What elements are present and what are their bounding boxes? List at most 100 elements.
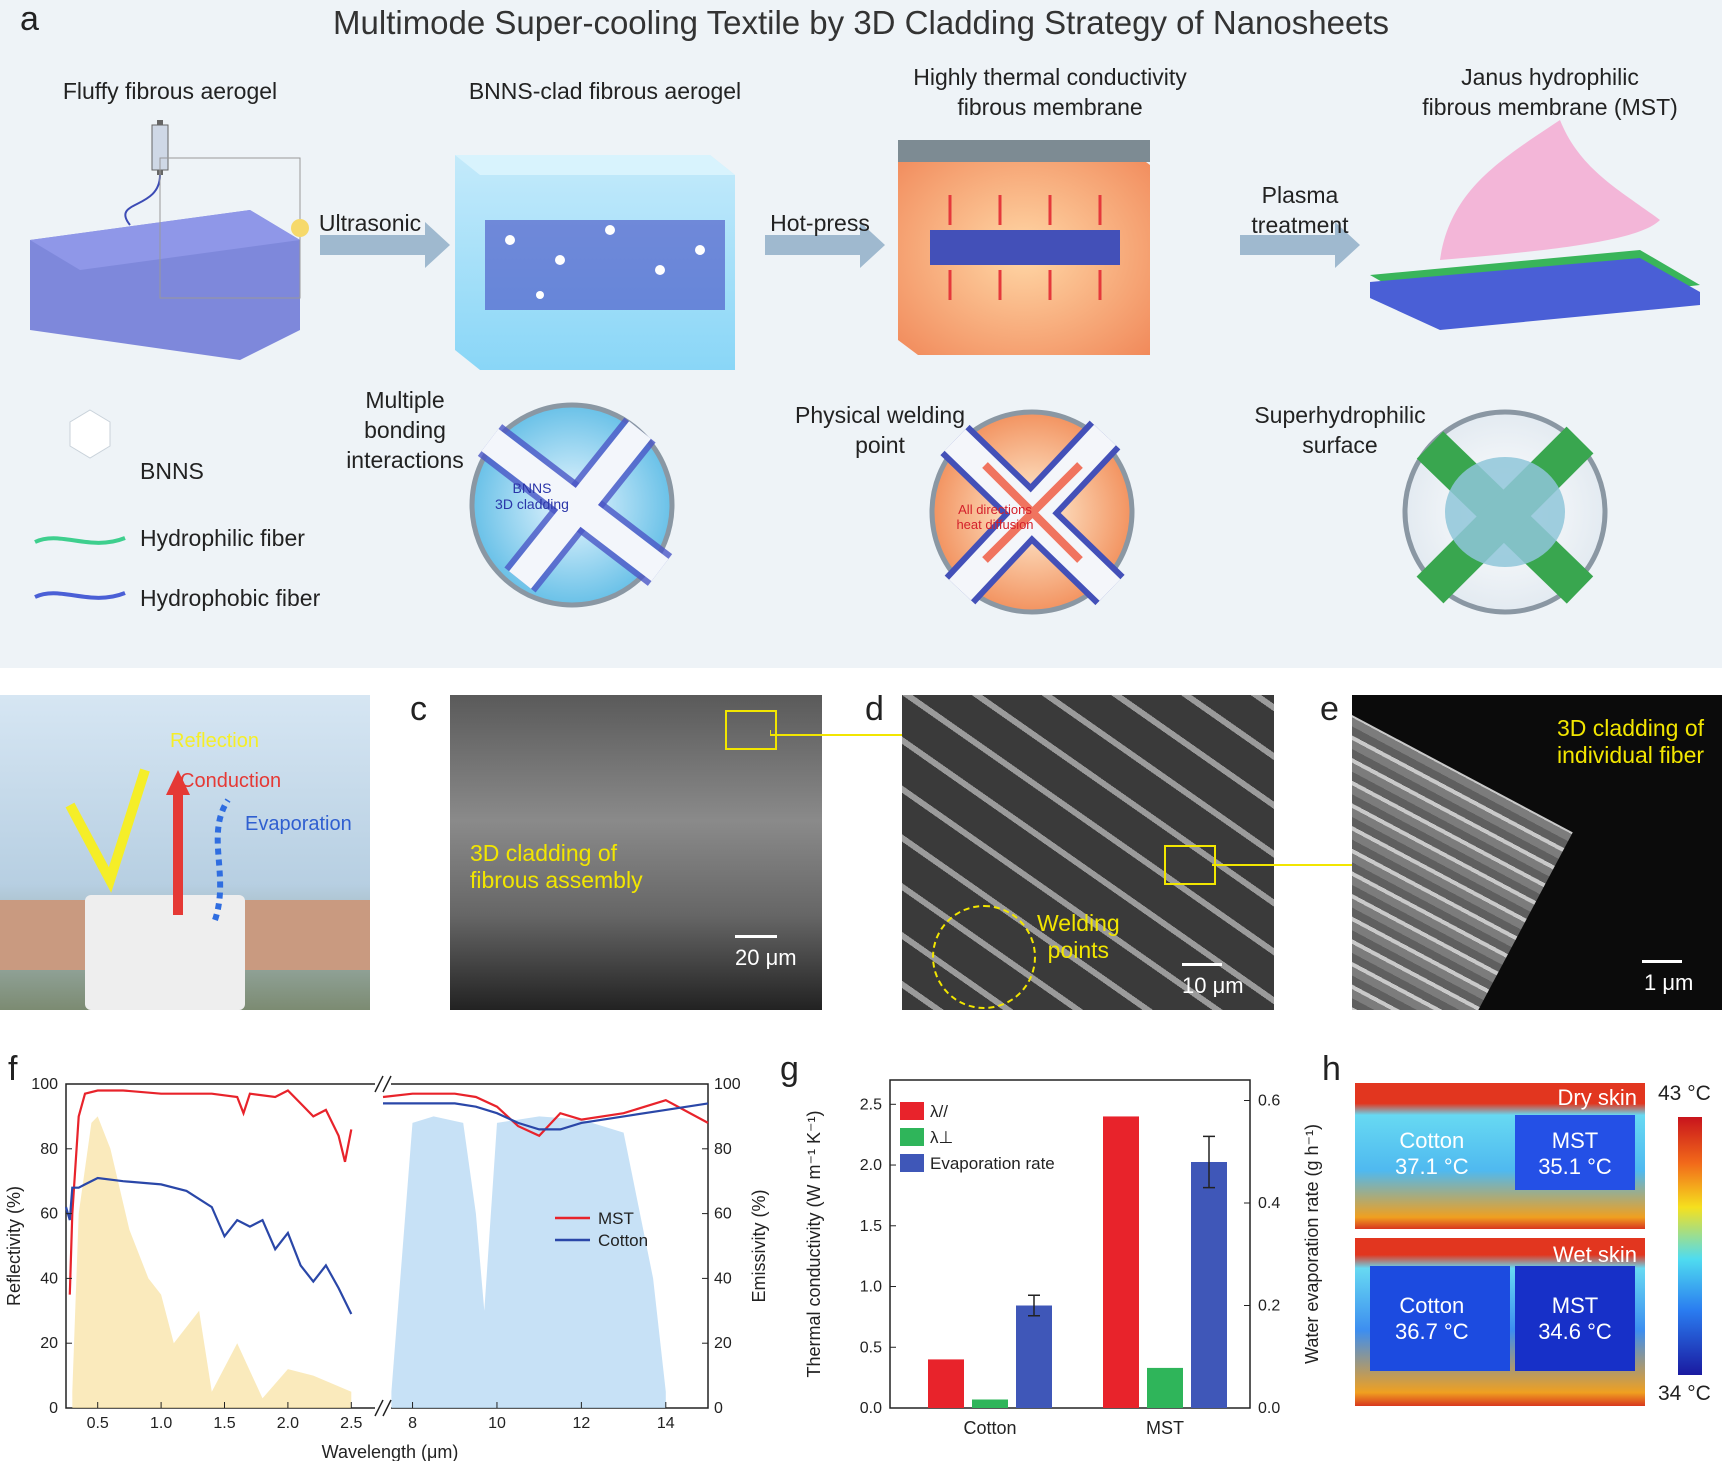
wet-title: Wet skin: [1553, 1242, 1637, 1267]
arrow-plasma-label: Plasma treatment: [1251, 182, 1349, 238]
bar-cotton-1: [972, 1399, 1008, 1408]
zoom-circle-bnns: [469, 402, 675, 608]
plot-frame: [889, 1079, 1251, 1409]
x-tick-label: 1.5: [213, 1415, 235, 1432]
arrow-ultrasonic-label: Ultrasonic: [318, 210, 422, 236]
hydrophilic-fiber-icon: [34, 536, 126, 545]
y2-tick-label: 100: [714, 1076, 741, 1093]
zoom-caption-bonding: Multiple bonding interactions: [346, 387, 464, 473]
welding-circle: [932, 905, 1036, 1009]
panel-d-scale: 10 μm: [1182, 973, 1244, 998]
y-tick-label: 2.0: [860, 1157, 882, 1174]
panel-g-label: g: [780, 1050, 799, 1088]
step-2-title: BNNS-clad fibrous aerogel: [468, 78, 742, 104]
hexagon-icon: [69, 409, 111, 459]
conduction-label: Conduction: [180, 770, 282, 792]
scale-min: 34 °C: [1658, 1382, 1711, 1405]
zoom-caption-welding: Physical welding point: [794, 402, 966, 458]
bar-mst-0: [1103, 1116, 1139, 1408]
x-tick-label: 0.5: [87, 1415, 109, 1432]
thermal-dry: Dry skin Cotton 37.1 °C MST 35.1 °C: [1355, 1083, 1645, 1229]
f-legend-mst: MST: [598, 1209, 634, 1228]
color-scale-bar: [1678, 1117, 1702, 1375]
y2-tick-label: 60: [714, 1206, 732, 1223]
panel-d-caption: Welding points: [1037, 910, 1120, 963]
panel-d-sem: Welding points 10 μm: [902, 695, 1274, 1010]
panel-f-chart: 0 0 20 20 40 40 60 60 80 80 100 100 0.5 1.0 1.5 2.0 2.5 8…: [4, 1075, 769, 1461]
legend-hydrophilic: Hydrophilic fiber: [140, 525, 305, 551]
series-line-mst-0: [68, 1089, 353, 1295]
series-line-cotton-3: [383, 1102, 709, 1131]
dry-title: Dry skin: [1557, 1085, 1637, 1110]
zoom-circle-superhydrophilic: [1402, 409, 1608, 615]
x-category-label: MST: [1146, 1418, 1184, 1438]
bar-cotton-0: [928, 1359, 964, 1408]
y2-tick-label: 0: [714, 1400, 723, 1417]
g-ylabel-left: Thermal conductivity (W m⁻¹ K⁻¹): [804, 1110, 824, 1377]
panel-e-label: e: [1320, 690, 1339, 728]
spectrum-bands: [72, 1116, 666, 1408]
x-tick-label: 2.0: [277, 1415, 299, 1432]
atmospheric-window-fill: [391, 1116, 666, 1408]
evaporation-label: Evaporation: [245, 813, 352, 835]
panel-a-title: Multimode Super-cooling Textile by 3D Cl…: [333, 4, 1389, 41]
x-category-label: Cotton: [963, 1418, 1016, 1438]
y-tick-label: 0.0: [860, 1400, 882, 1417]
y2-tick-label: 80: [714, 1141, 732, 1158]
series-line-cotton-1: [64, 1176, 353, 1315]
x-tick-label: 1.0: [150, 1415, 172, 1432]
inset-heat-label: All directions heat diffusion: [956, 502, 1034, 532]
y-tick-label: 1.5: [860, 1218, 882, 1235]
step-3-title: Highly thermal conductivity fibrous membr…: [913, 64, 1187, 120]
panel-c-scale: 20 μm: [735, 945, 797, 970]
legend-bnns: BNNS: [140, 458, 204, 484]
x-tick-label: 2.5: [340, 1415, 362, 1432]
legend-evap-swatch: [900, 1154, 924, 1172]
legend-hydrophobic: Hydrophobic fiber: [140, 585, 321, 611]
panel-f-label: f: [8, 1050, 18, 1088]
f-ylabel-right: Emissivity (%): [749, 1190, 769, 1303]
step-4-title: Janus hydrophilic fibrous membrane (MST): [1422, 64, 1678, 120]
x-tick-label: 14: [657, 1415, 675, 1432]
panel-c-caption: 3D cladding of fibrous assembly: [470, 840, 643, 893]
panel-b-photo: Reflection Conduction Evaporation: [0, 695, 370, 1010]
zoom-caption-superhydrophilic: Superhydrophilic surface: [1254, 402, 1426, 458]
fiber: [1352, 715, 1573, 1010]
panel-c-sem: 3D cladding of fibrous assembly 20 μm: [450, 695, 822, 1010]
bar-mst-1: [1147, 1367, 1183, 1408]
y2-tick-label: 0.4: [1258, 1195, 1280, 1212]
series-line-mst-2: [382, 1092, 709, 1138]
f-ylabel-left: Reflectivity (%): [4, 1186, 24, 1306]
cotton-patch-wet: [1370, 1266, 1510, 1371]
y2-tick-label: 0.6: [1258, 1093, 1280, 1110]
legend-lperp-swatch: [900, 1128, 924, 1146]
g-ylabel-right: Water evaporation rate (g h⁻¹): [1302, 1124, 1322, 1364]
y-tick-label: 80: [40, 1141, 58, 1158]
y-tick-label: 2.5: [860, 1096, 882, 1113]
hydrophobic-fiber-icon: [34, 591, 126, 600]
arrow-plasma: [1240, 222, 1360, 268]
x-tick-label: 8: [408, 1415, 417, 1432]
y2-tick-label: 40: [714, 1270, 732, 1287]
y-tick-label: 0.5: [860, 1339, 882, 1356]
legend-lpar-swatch: [900, 1102, 924, 1120]
g-legend-0: λ//: [930, 1102, 948, 1121]
y-tick-label: 60: [40, 1206, 58, 1223]
panel-e-scale: 1 μm: [1644, 970, 1694, 995]
scale-bar: [1642, 960, 1682, 963]
panel-h-label: h: [1322, 1050, 1341, 1088]
panel-d-zoom-box: [1164, 845, 1216, 885]
textile-band: [85, 895, 245, 1010]
solar-spectrum-fill: [72, 1116, 352, 1408]
y-tick-label: 40: [40, 1270, 58, 1287]
x-tick-label: 10: [488, 1415, 506, 1432]
g-legend-1: λ⊥: [930, 1128, 953, 1147]
panel-c-zoom-box: [725, 710, 777, 750]
x-tick-label: 12: [572, 1415, 590, 1432]
zoom-circle-welding: [929, 409, 1135, 615]
mst-patch-wet: [1515, 1266, 1635, 1371]
scale-bar: [1182, 963, 1222, 966]
inset-bnns-label: BNNS 3D cladding: [495, 480, 569, 512]
wet-mst: MST 34.6 °C: [1538, 1293, 1612, 1344]
